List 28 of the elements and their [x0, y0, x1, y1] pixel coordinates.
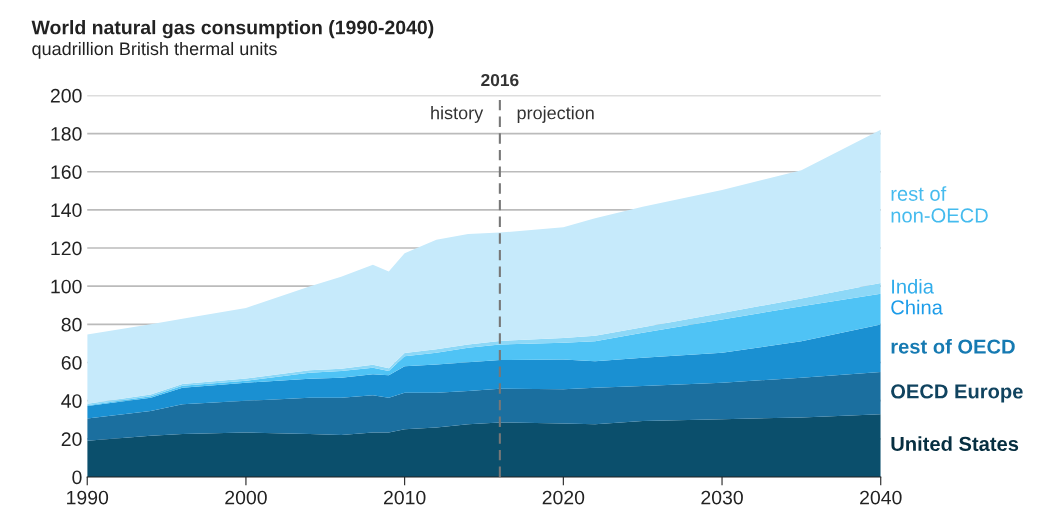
x-tick-label: 2040 — [860, 490, 902, 505]
y-tick-label: 60 — [61, 355, 82, 370]
x-tick-label: 2030 — [701, 490, 743, 505]
y-tick-label: 160 — [51, 165, 82, 179]
series-label: China — [891, 299, 943, 315]
y-tick-label: 120 — [51, 241, 82, 256]
x-tick-label: 2020 — [542, 490, 585, 505]
x-tick-label: 1990 — [67, 490, 109, 505]
y-tick-label: 100 — [51, 279, 82, 294]
y-tick-label: 20 — [61, 432, 82, 447]
annotation: projection — [517, 106, 594, 123]
x-tick-label: 2010 — [383, 490, 426, 505]
annotation: history — [431, 106, 484, 123]
y-tick-label: 180 — [51, 127, 82, 141]
series-label: OECD Europe — [891, 384, 1023, 403]
y-tick-label: 200 — [50, 88, 82, 103]
series-label: rest of OECD — [891, 338, 1015, 354]
y-tick-label: 80 — [61, 317, 82, 332]
chart-title: World natural gas consumption (1990-2040) — [31, 20, 434, 39]
series-label: rest of non-OECD — [891, 186, 988, 223]
y-tick-label: 40 — [61, 394, 82, 408]
y-tick-label: 140 — [51, 203, 82, 218]
series-label: United States — [891, 436, 1019, 452]
y-tick-label: 0 — [72, 470, 82, 485]
chart-subtitle: quadrillion British thermal units — [32, 41, 277, 59]
x-tick-label: 2000 — [225, 490, 267, 505]
series-label: India — [892, 278, 934, 294]
ref-line-label: 2016 — [481, 73, 519, 87]
